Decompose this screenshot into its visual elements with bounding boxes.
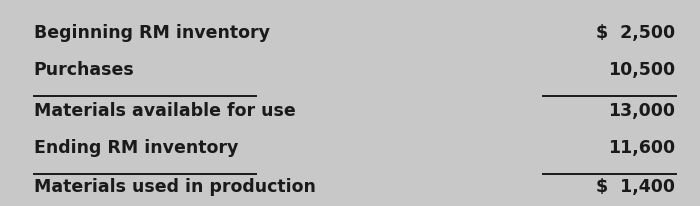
Text: Ending RM inventory: Ending RM inventory bbox=[34, 139, 238, 157]
Text: $  1,400: $ 1,400 bbox=[596, 178, 676, 197]
Text: Materials available for use: Materials available for use bbox=[34, 102, 295, 120]
Text: 13,000: 13,000 bbox=[608, 102, 676, 120]
Text: 11,600: 11,600 bbox=[608, 139, 676, 157]
Text: Beginning RM inventory: Beginning RM inventory bbox=[34, 24, 270, 42]
Text: Materials used in production: Materials used in production bbox=[34, 178, 316, 197]
Text: $  2,500: $ 2,500 bbox=[596, 24, 676, 42]
Text: Purchases: Purchases bbox=[34, 61, 134, 79]
Text: 10,500: 10,500 bbox=[608, 61, 676, 79]
